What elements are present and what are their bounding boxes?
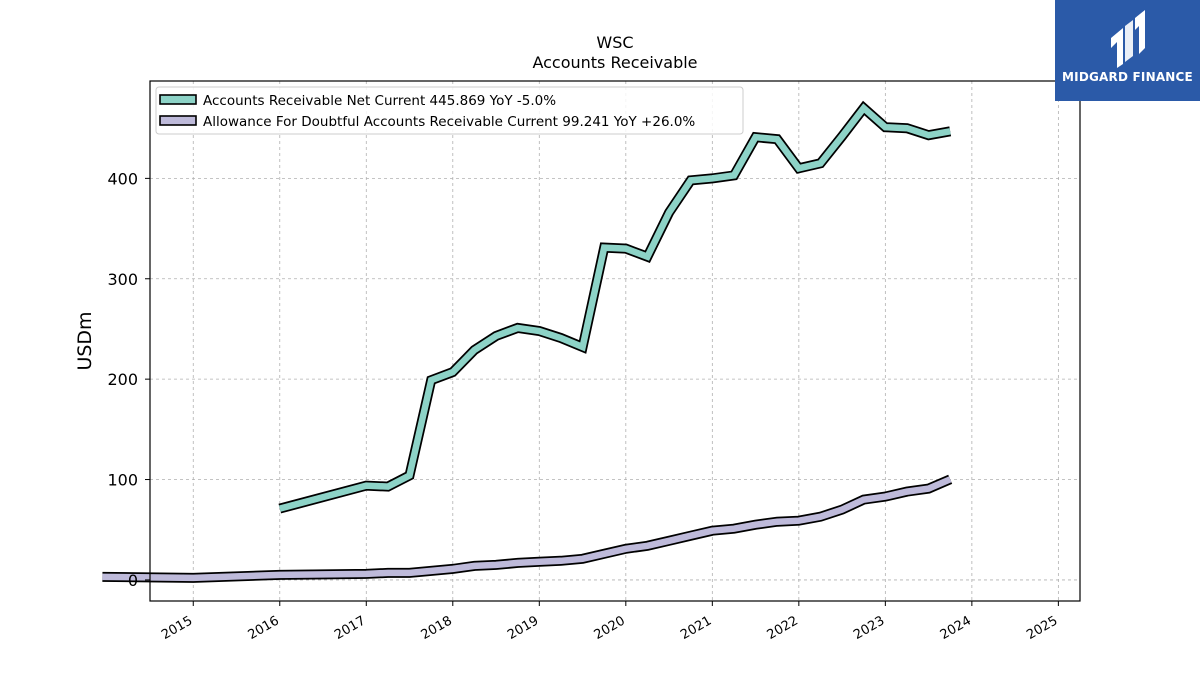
- legend-label-series-1: Allowance For Doubtful Accounts Receivab…: [203, 114, 695, 130]
- x-tick-label: 2025: [1024, 613, 1060, 643]
- legend-label-series-0: Accounts Receivable Net Current 445.869 …: [203, 93, 556, 109]
- x-tick-label: 2020: [592, 613, 628, 643]
- series-line-1: [102, 476, 952, 582]
- chart-title: WSC: [596, 33, 633, 52]
- x-tick-label: 2019: [505, 613, 541, 643]
- x-tick-label: 2022: [765, 613, 801, 643]
- x-tick-label: 2021: [678, 613, 714, 643]
- y-tick-label: 100: [107, 471, 138, 490]
- series-line-0: [278, 103, 951, 512]
- legend-swatch-series-1: [159, 115, 197, 126]
- series-outline-0: [278, 100, 952, 514]
- series-layer: [102, 100, 953, 583]
- x-tick-label: 2024: [938, 613, 974, 643]
- logo-mark-icon: [1111, 10, 1145, 68]
- y-tick-label: 0: [128, 571, 138, 590]
- y-axis-label: USDm: [74, 311, 96, 370]
- brand-logo: MIDGARD FINANCE: [1055, 0, 1200, 101]
- legend-box: [155, 86, 744, 135]
- y-tick-label: 400: [107, 169, 138, 188]
- x-tick-label: 2015: [159, 613, 195, 643]
- legend-swatch-series-0: [159, 94, 197, 105]
- x-tick-label: 2018: [419, 613, 455, 643]
- plot-area-frame: [149, 80, 1081, 602]
- x-tick-label: 2016: [246, 613, 282, 643]
- y-tick-label: 200: [107, 370, 138, 389]
- grid: [150, 81, 1080, 601]
- chart-subtitle: Accounts Receivable: [532, 53, 697, 72]
- x-tick-label: 2023: [851, 613, 887, 643]
- brand-name: MIDGARD FINANCE: [1062, 70, 1193, 84]
- x-tick-label: 2017: [332, 613, 368, 643]
- legend: Accounts Receivable Net Current 445.869 …: [155, 86, 744, 135]
- y-tick-label: 300: [107, 270, 138, 289]
